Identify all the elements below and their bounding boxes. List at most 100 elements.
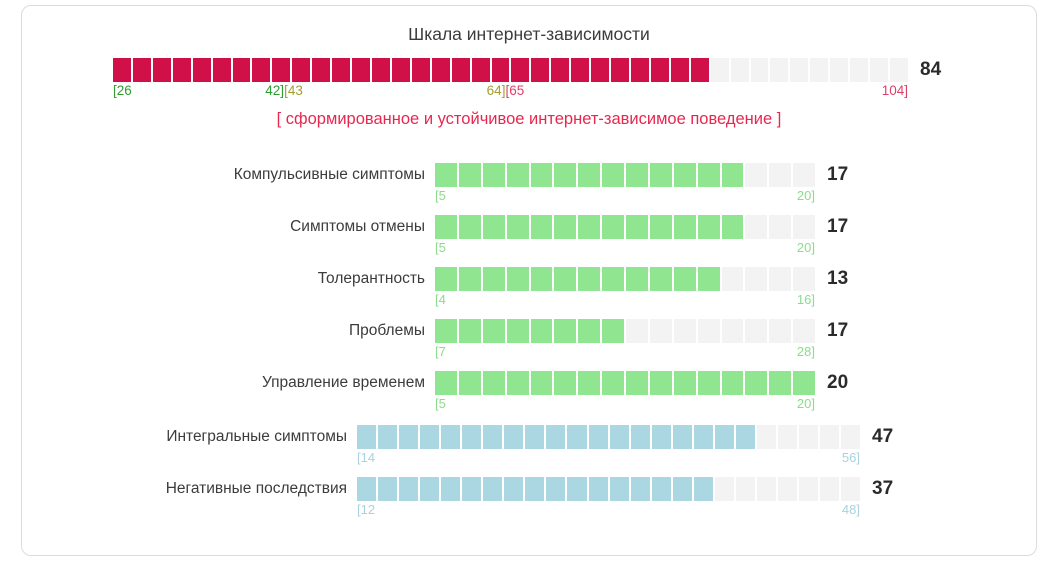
bar-segment-empty (745, 215, 768, 239)
bar-segment-filled (591, 58, 610, 82)
bar-segment-filled (458, 371, 481, 395)
main-scale-row: [26 42][43 64][65 104] 84 (113, 58, 1036, 99)
bar-segment-filled (697, 215, 720, 239)
integral-scale-row: Интегральные симптомы [14 56] 47 (22, 425, 1036, 466)
row-bar-block: [5 20] (435, 215, 815, 256)
bar-segment-filled (567, 477, 587, 501)
bar-segment-filled (578, 267, 601, 291)
bar-segment-filled (602, 163, 624, 187)
bar-segment-filled (546, 477, 566, 501)
results-card: Шкала интернет-зависимости [26 42][43 64][… (21, 5, 1037, 556)
bar-segment-filled (551, 58, 570, 82)
bar-segment-filled (554, 319, 577, 343)
bar-segment-empty (798, 477, 819, 501)
bar-segment-filled (172, 58, 191, 82)
bar-segment-filled (483, 477, 503, 501)
bar-segment-empty (730, 58, 749, 82)
bar-segment-filled (673, 215, 696, 239)
bar-segment-filled (420, 477, 440, 501)
row-label: Интегральные симптомы (166, 428, 347, 445)
bar-segment-empty (626, 319, 648, 343)
bar-segment-filled (693, 425, 713, 449)
bar-segment-empty (769, 319, 792, 343)
bar-segment-empty (870, 58, 888, 82)
range-min-label: [5 (435, 396, 446, 411)
bar-segment-filled (578, 163, 601, 187)
bar-segment-filled (458, 215, 481, 239)
range-min-label: [4 (435, 292, 446, 307)
bar-segment-filled (378, 477, 398, 501)
bar-segment-filled (588, 425, 608, 449)
bar-segment-filled (506, 215, 529, 239)
bar-segment-empty (697, 319, 720, 343)
bar-segment-filled (530, 163, 553, 187)
bar-segment-filled (491, 58, 510, 82)
bar-segment-filled (793, 371, 815, 395)
bar-segment-filled (626, 215, 648, 239)
range-ticks: [5 20] (435, 240, 815, 256)
subscales-section: Компульсивные симптомы [5 20] 17 Симптомы от… (22, 163, 1036, 412)
bar-segment-filled (602, 371, 624, 395)
row-label: Симптомы отмены (290, 218, 425, 235)
row-bar-block: [5 20] (435, 371, 815, 412)
bar-segment-filled (554, 163, 577, 187)
bar-segment-filled (252, 58, 271, 82)
row-label: Толерантность (317, 270, 425, 287)
main-scale-value: 84 (920, 59, 942, 80)
bar-segment-filled (132, 58, 151, 82)
bar-segment-empty (769, 215, 792, 239)
row-value: 17 (827, 320, 849, 341)
bar-segment-empty (820, 477, 840, 501)
zone-end-label: 42] (265, 83, 285, 98)
score-bar (357, 425, 861, 449)
bar-segment-filled (332, 58, 351, 82)
bar-segment-filled (435, 319, 457, 343)
zone-start-label: [43 (284, 83, 303, 98)
chart-title: Шкала интернет-зависимости (408, 24, 650, 44)
bar-segment-filled (554, 371, 577, 395)
subscale-row: Управление временем [5 20] 20 (22, 371, 1036, 412)
integral-scale-row: Негативные последствия [12 48] 37 (22, 477, 1036, 518)
bar-segment-filled (745, 371, 768, 395)
row-value: 13 (827, 268, 849, 289)
bar-segment-filled (531, 58, 550, 82)
range-max-label: 20] (796, 240, 815, 255)
bar-segment-empty (710, 58, 729, 82)
bar-segment-filled (441, 425, 461, 449)
bar-segment-filled (212, 58, 231, 82)
score-bar (435, 267, 815, 291)
main-scale-ticks: [26 42][43 64][65 104] (113, 83, 908, 99)
bar-segment-filled (272, 58, 291, 82)
bar-segment-empty (777, 425, 797, 449)
bar-segment-filled (602, 319, 624, 343)
bar-segment-empty (745, 267, 768, 291)
score-bar (357, 477, 861, 501)
row-value: 37 (872, 478, 894, 499)
range-ticks: [12 48] (357, 502, 860, 518)
bar-segment-filled (152, 58, 171, 82)
score-bar (435, 215, 815, 239)
bar-segment-filled (435, 267, 457, 291)
bar-segment-filled (511, 58, 530, 82)
row-label: Управление временем (261, 374, 425, 391)
bar-segment-filled (399, 477, 419, 501)
range-min-label: [7 (435, 344, 446, 359)
bar-segment-filled (630, 477, 650, 501)
bar-segment-filled (399, 425, 419, 449)
bar-segment-filled (673, 371, 696, 395)
bar-segment-filled (458, 267, 481, 291)
integral-section: Интегральные симптомы [14 56] 47 Негативные … (22, 425, 1036, 518)
bar-segment-filled (312, 58, 331, 82)
bar-segment-filled (672, 425, 692, 449)
bar-segment-filled (357, 425, 377, 449)
bar-segment-filled (721, 215, 744, 239)
bar-segment-empty (798, 425, 819, 449)
bar-segment-filled (735, 425, 755, 449)
bar-segment-filled (232, 58, 251, 82)
bar-segment-filled (357, 477, 377, 501)
bar-segment-filled (435, 163, 457, 187)
bar-segment-empty (793, 163, 815, 187)
bar-segment-empty (673, 319, 696, 343)
range-min-label: [5 (435, 188, 446, 203)
bar-segment-empty (810, 58, 829, 82)
